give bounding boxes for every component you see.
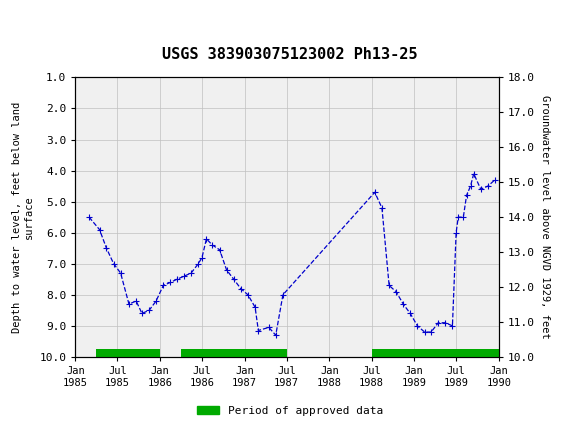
- Bar: [372, 359, 499, 366]
- Y-axis label: Groundwater level above NGVD 1929, feet: Groundwater level above NGVD 1929, feet: [541, 95, 550, 339]
- Y-axis label: Depth to water level, feet below land
surface: Depth to water level, feet below land su…: [12, 101, 34, 333]
- Text: ≡USGS: ≡USGS: [12, 16, 70, 35]
- Bar: [181, 359, 287, 366]
- Bar: [96, 359, 160, 366]
- Legend: Period of approved data: Period of approved data: [193, 401, 387, 420]
- Text: USGS 383903075123002 Ph13-25: USGS 383903075123002 Ph13-25: [162, 47, 418, 62]
